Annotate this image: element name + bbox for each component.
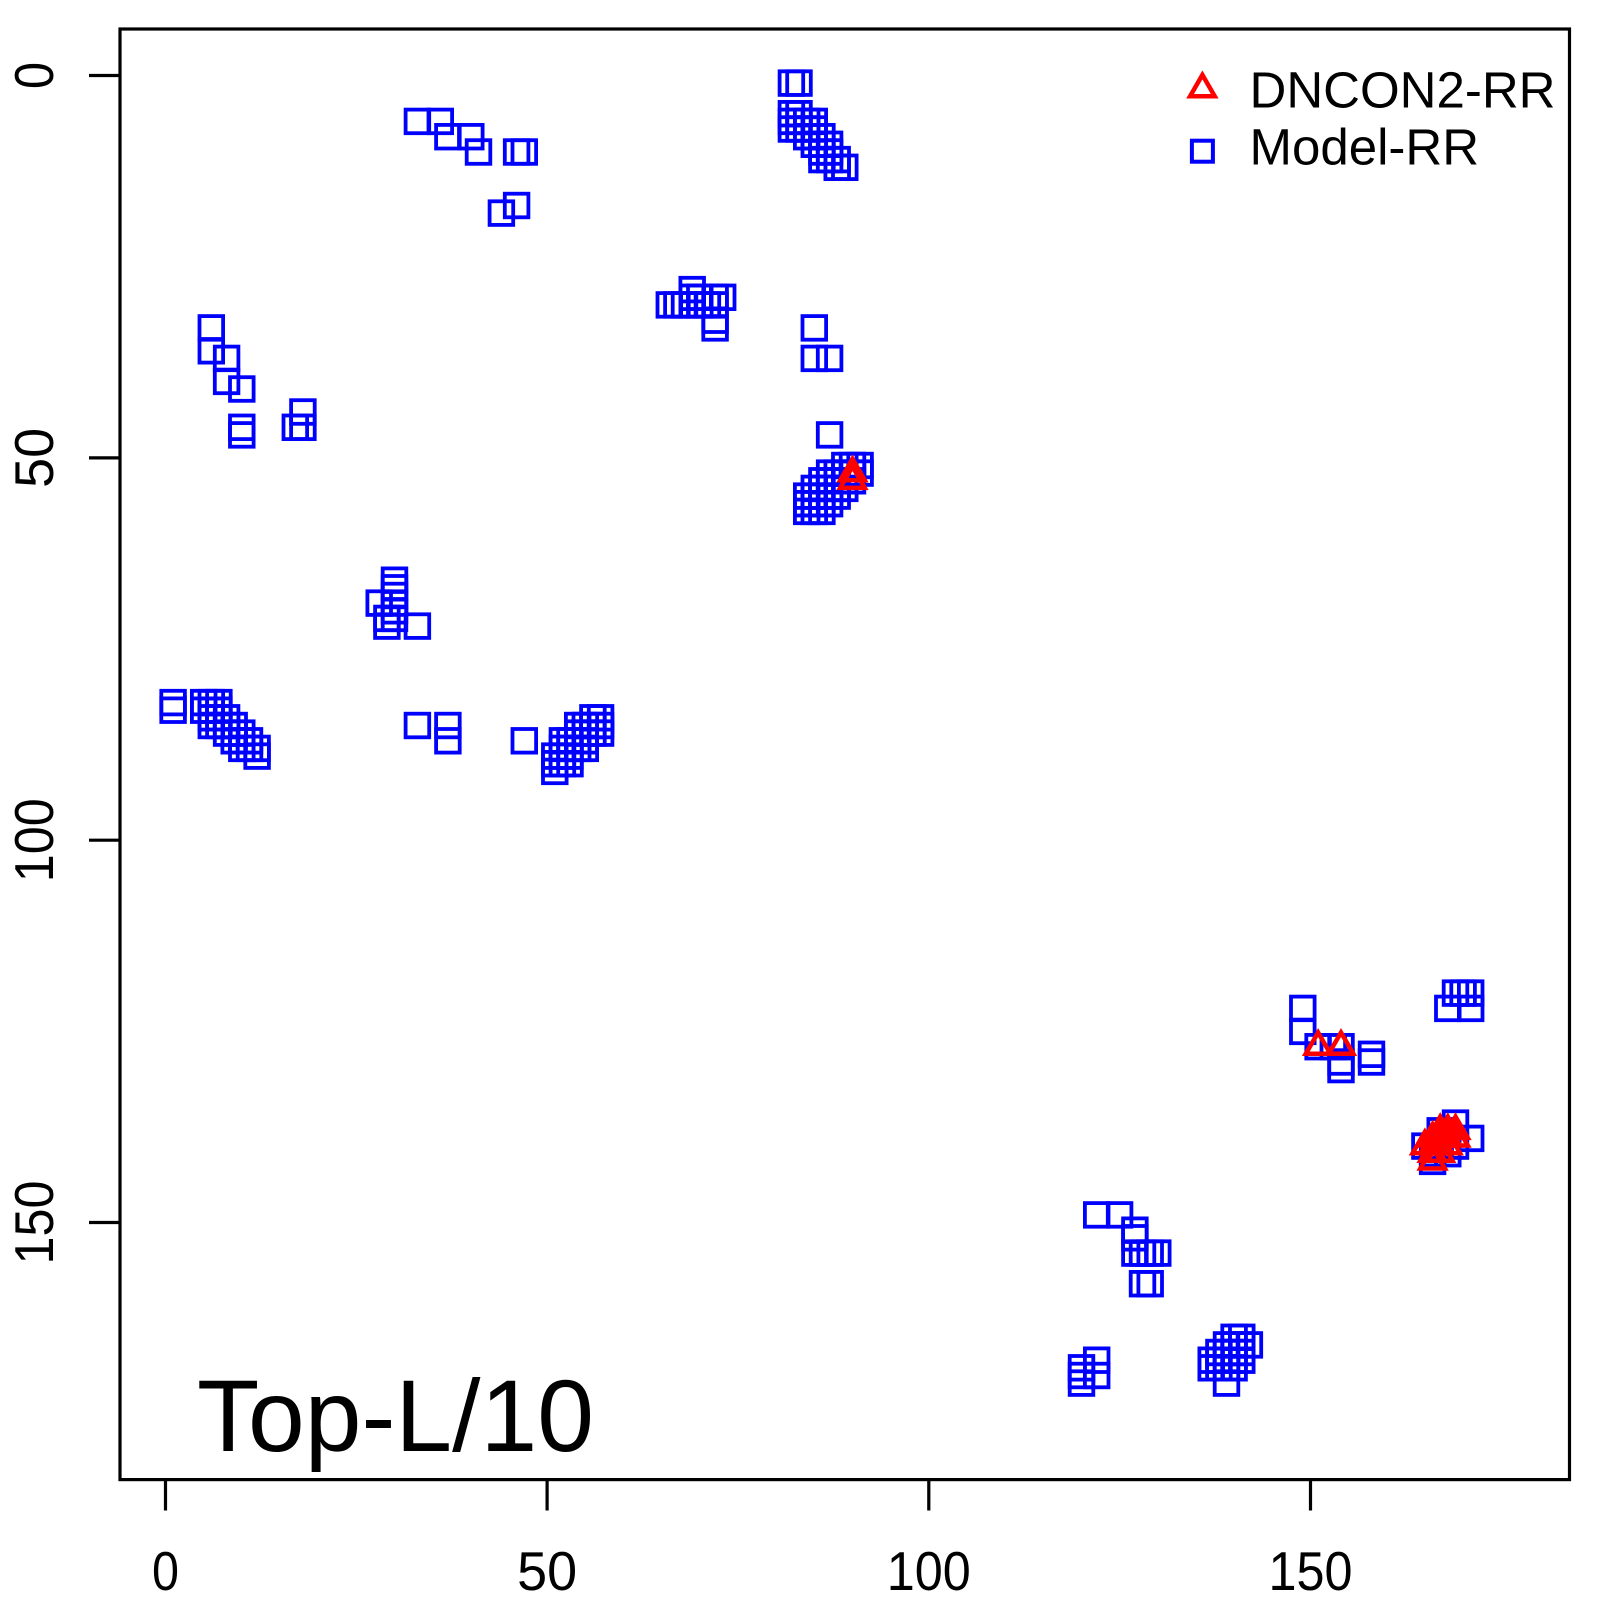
svg-text:0: 0: [4, 62, 65, 89]
svg-text:DNCON2-RR: DNCON2-RR: [1250, 62, 1556, 119]
svg-text:0: 0: [152, 1541, 179, 1600]
svg-text:50: 50: [517, 1541, 577, 1600]
svg-text:50: 50: [4, 428, 65, 488]
svg-text:Top-L/10: Top-L/10: [197, 1359, 594, 1473]
svg-text:Model-RR: Model-RR: [1250, 118, 1480, 175]
svg-text:150: 150: [1269, 1541, 1353, 1600]
svg-text:100: 100: [4, 798, 65, 882]
svg-text:150: 150: [4, 1181, 65, 1265]
svg-text:100: 100: [887, 1541, 971, 1600]
